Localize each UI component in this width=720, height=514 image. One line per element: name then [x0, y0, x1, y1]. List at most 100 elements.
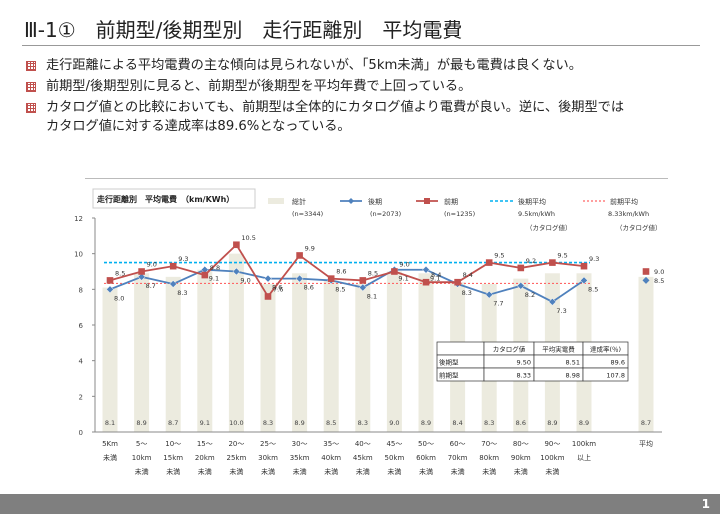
x-category-label: 20～ — [228, 440, 244, 448]
x-category-label: 未満 — [387, 467, 401, 476]
x-category-label: 未満 — [166, 467, 180, 476]
total-bar-label: 8.1 — [105, 419, 115, 427]
footer-bar: 1 — [0, 494, 720, 514]
table-value: 9.50 — [517, 359, 531, 367]
early-point-label: 8.6 — [336, 268, 346, 276]
bullet-list: 走行距離による平均電費の主な傾向は見られないが、「5km未満」が最も電費は良くな… — [26, 56, 706, 138]
late-point — [580, 276, 588, 285]
late-point — [137, 272, 146, 281]
late-point-label: 7.7 — [493, 300, 503, 308]
x-category-label: 45～ — [386, 440, 402, 448]
x-category-label: 10km — [132, 454, 152, 462]
x-category-label: 100km — [540, 454, 564, 462]
late-point-label: 8.2 — [525, 291, 535, 299]
legend-sublabel: 9.5km/kWh — [518, 210, 555, 218]
late-point — [516, 281, 525, 290]
x-category-label: 5～ — [136, 440, 147, 448]
late-point-label: 8.6 — [304, 284, 314, 292]
early-avg-point — [642, 268, 650, 275]
total-bar — [292, 273, 308, 432]
early-point-label: 9.3 — [589, 255, 599, 263]
chart-title-box — [92, 188, 256, 209]
total-bar-label: 8.3 — [358, 419, 368, 427]
legend-label: 後期 — [368, 197, 382, 206]
x-category-label: 未満 — [545, 467, 559, 476]
legend-label: 総計 — [292, 197, 306, 206]
x-category-label: 20km — [195, 454, 215, 462]
legend-early-marker — [424, 198, 430, 204]
x-category-label: 30km — [258, 454, 278, 462]
y-tick-label: 0 — [79, 429, 83, 437]
y-tick-label: 12 — [74, 215, 83, 223]
early-point — [422, 278, 430, 286]
x-category-label: 60km — [416, 454, 436, 462]
early-point-label: 8.5 — [368, 269, 378, 277]
total-bar — [386, 271, 402, 432]
page-title: Ⅲ-1① 前期型/後期型別 走行距離別 平均電費 — [24, 18, 463, 42]
early-point-label: 10.5 — [241, 234, 255, 242]
x-category-label: 未満 — [261, 467, 275, 476]
late-point — [422, 265, 430, 274]
total-bar — [418, 273, 434, 432]
early-point-label: 7.6 — [273, 285, 283, 293]
bullet-text: 走行距離による平均電費の主な傾向は見られないが、「5km未満」が最も電費は良くな… — [46, 58, 582, 73]
total-avg-label: 8.7 — [641, 419, 651, 427]
bullet-item-continued: カタログ値に対する達成率は89.6%となっている。 — [26, 117, 706, 136]
legend-total-swatch — [268, 198, 284, 204]
early-point — [485, 259, 493, 266]
late-point — [295, 274, 304, 283]
total-bar-label: 9.0 — [389, 419, 399, 427]
early-point — [233, 241, 240, 249]
legend-sublabel: (n=1235) — [444, 210, 475, 218]
late-point-label: 8.6 — [272, 284, 282, 292]
early-point — [264, 293, 272, 300]
total-bar-label: 8.9 — [136, 419, 146, 427]
legend-label: 前期 — [444, 197, 458, 206]
total-bar-label: 8.6 — [516, 419, 526, 427]
total-bar-label: 8.9 — [547, 419, 557, 427]
total-bar — [102, 287, 118, 432]
early-point-label: 9.3 — [178, 255, 188, 263]
total-bar — [228, 253, 244, 432]
late-point-label: 7.3 — [556, 307, 566, 315]
total-bar-label: 8.5 — [326, 419, 336, 427]
early-point-label: 9.9 — [305, 244, 315, 252]
x-category-label: 90km — [511, 454, 531, 462]
x-category-label: 80km — [479, 454, 499, 462]
late-point — [169, 280, 178, 288]
table-value: 前期型 — [439, 371, 459, 380]
late-point-label: 8.3 — [462, 289, 472, 297]
bullet-item: 前期型/後期型別に見ると、前期型が後期型を平均年費で上回っている。 — [26, 77, 706, 96]
table-value: 後期型 — [439, 358, 459, 367]
x-category-label: 未満 — [293, 467, 307, 476]
late-avg-label: 8.5 — [654, 277, 664, 285]
late-point-label: 9.0 — [240, 277, 250, 285]
x-category-label: 平均 — [639, 439, 653, 448]
table-cell — [582, 367, 629, 382]
x-category-label: 40km — [321, 454, 341, 462]
total-bar-label: 8.4 — [452, 419, 462, 427]
early-point-label: 8.4 — [431, 271, 441, 279]
bullet-text: 前期型/後期型別に見ると、前期型が後期型を平均年費で上回っている。 — [46, 79, 472, 94]
x-category-label: 未満 — [514, 467, 528, 476]
x-category-label: 未満 — [198, 467, 212, 476]
total-bar — [165, 276, 181, 432]
late-point-label: 9.1 — [209, 275, 219, 283]
x-category-label: 未満 — [324, 467, 338, 476]
bullet-marker-icon — [26, 82, 36, 92]
early-line — [109, 243, 585, 299]
early-point — [359, 277, 367, 284]
y-tick-label: 10 — [74, 251, 83, 259]
legend-label: 後期平均 — [518, 197, 546, 206]
bullet-text: カタログ値に対する達成率は89.6%となっている。 — [46, 119, 351, 134]
early-point — [580, 262, 588, 270]
x-category-label: 未満 — [419, 467, 433, 476]
total-bar-label: 8.9 — [421, 419, 431, 427]
x-category-label: 30～ — [292, 440, 308, 448]
y-tick-label: 4 — [79, 358, 84, 366]
table-value: 8.33 — [517, 372, 531, 380]
total-bar-label: 8.9 — [579, 419, 589, 427]
x-category-label: 15km — [163, 454, 183, 462]
late-point — [358, 283, 367, 292]
